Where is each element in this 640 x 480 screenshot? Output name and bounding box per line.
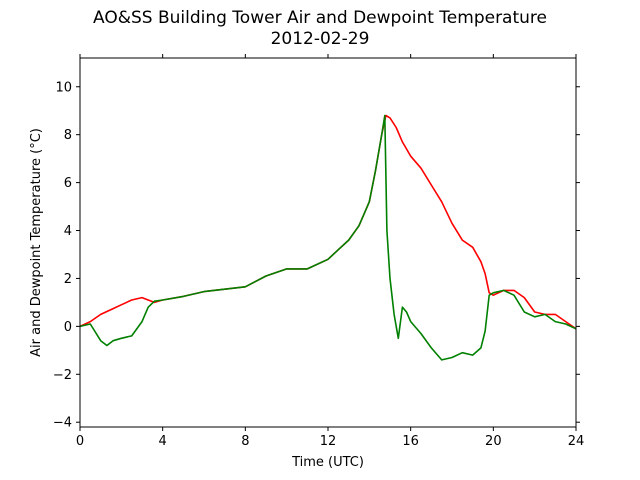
y-tick-label: −4 [53,416,72,431]
chart-title: AO&SS Building Tower Air and Dewpoint Te… [92,8,547,28]
y-tick-label: −2 [53,368,72,383]
x-tick-label: 8 [241,434,249,449]
y-tick-label: 10 [55,80,72,95]
y-axis-label: Air and Dewpoint Temperature (°C) [29,128,44,357]
chart-subtitle: 2012-02-29 [270,29,370,49]
series-line-1 [79,114,577,330]
series-line-2 [79,114,577,361]
y-tick-label: 2 [64,272,72,287]
series-layer [79,114,577,361]
x-tick-label: 24 [568,434,585,449]
x-tick-label: 16 [402,434,419,449]
y-axis: −4 −2 0 2 4 6 8 10 [53,80,580,431]
y-tick-label: 8 [64,128,72,143]
x-tick-label: 20 [485,434,502,449]
chart-title-block: AO&SS Building Tower Air and Dewpoint Te… [0,8,640,50]
y-tick-label: 6 [64,176,72,191]
x-axis-label: Time (UTC) [291,455,364,470]
plot-area-frame [79,57,577,428]
y-tick-label: 4 [64,224,72,239]
x-tick-label: 0 [76,434,84,449]
y-tick-label: 0 [64,320,72,335]
x-axis: 0 4 8 12 16 20 24 [76,54,584,449]
x-tick-label: 12 [320,434,337,449]
x-tick-label: 4 [159,434,167,449]
